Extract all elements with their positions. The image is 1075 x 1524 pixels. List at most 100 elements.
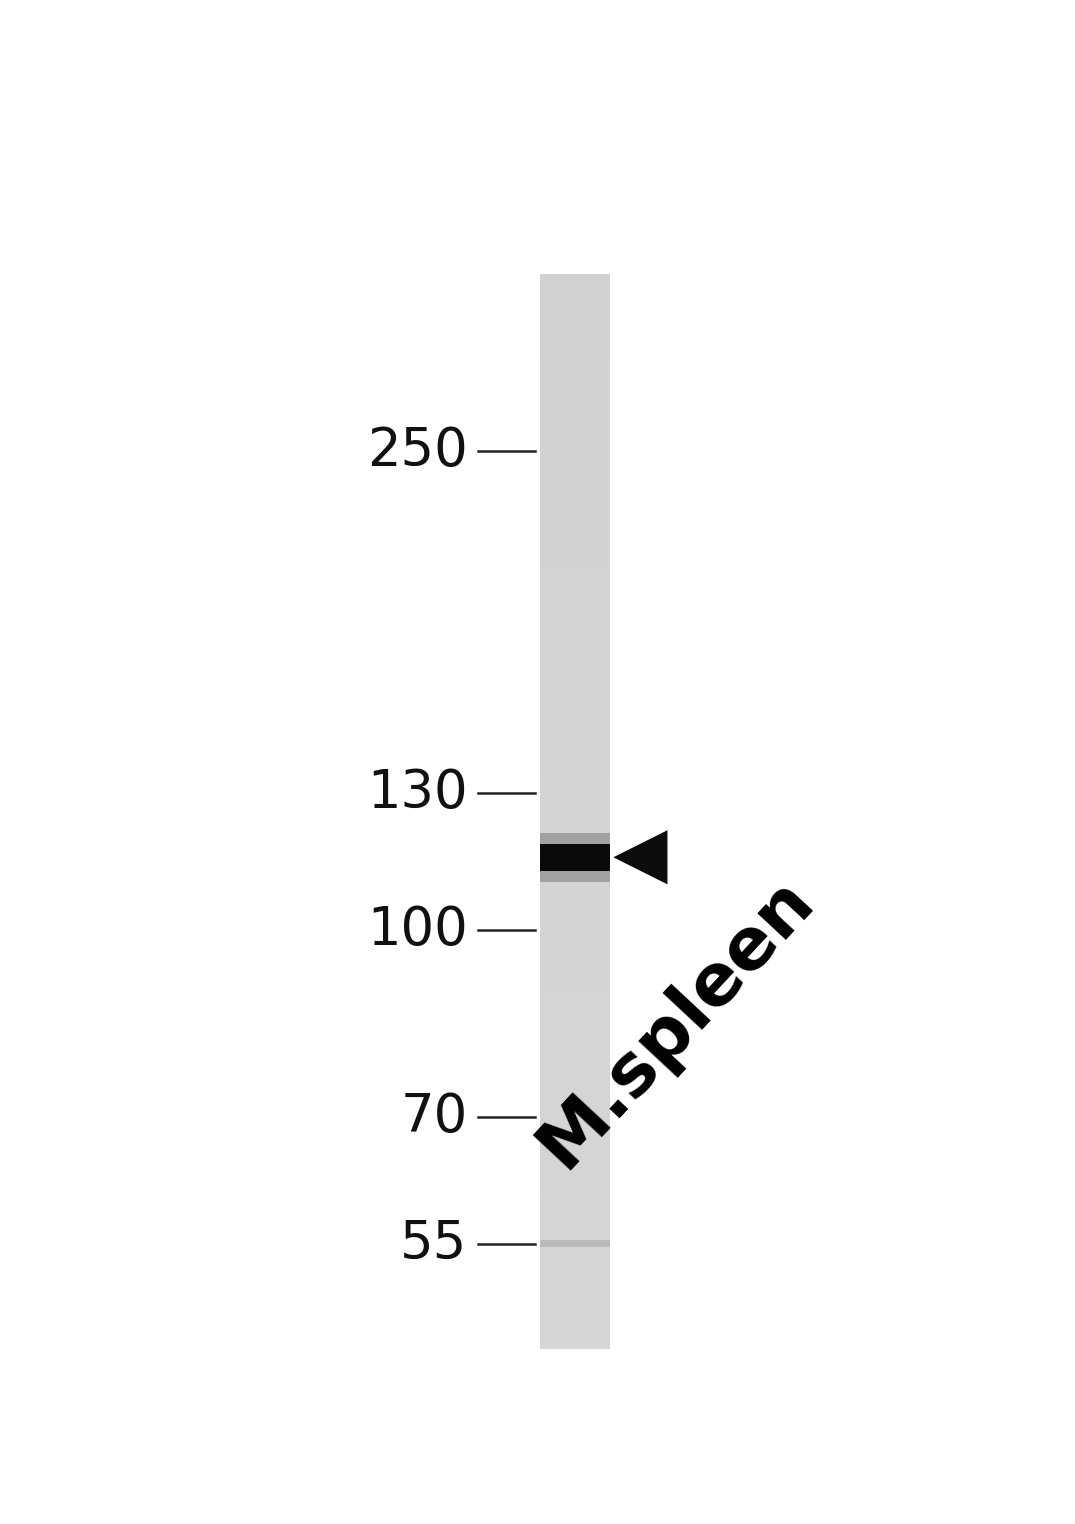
Bar [541,285,611,288]
Bar [541,296,611,299]
Bar [541,980,611,983]
Bar [541,529,611,532]
Bar [541,457,611,460]
Bar [541,1123,611,1126]
Bar [541,927,611,930]
Bar [541,640,611,643]
Bar [541,1245,611,1248]
Bar [541,418,611,421]
Bar [541,1227,611,1230]
Bar [541,773,611,776]
Bar [541,579,611,582]
Bar [541,608,611,611]
Bar [541,725,611,728]
Bar [541,322,611,325]
Bar [541,876,611,879]
Bar [541,1202,611,1205]
Bar [541,712,611,715]
Bar [541,439,611,442]
Bar [541,614,611,619]
Bar [541,479,611,482]
Bar [541,293,611,296]
Bar [541,436,611,439]
Bar [541,636,611,640]
Bar [541,959,611,962]
Bar [541,354,611,357]
Bar [541,1209,611,1213]
Bar [541,421,611,425]
Bar [541,611,611,614]
Bar [541,1309,611,1314]
Bar [541,447,611,450]
Bar [541,805,611,808]
Bar [541,983,611,988]
Bar [541,317,611,322]
Bar [541,500,611,503]
Bar [541,471,611,475]
Bar [541,783,611,786]
Bar [541,1155,611,1158]
Bar [541,829,611,834]
Bar [541,951,611,954]
Bar [541,826,611,829]
Bar [541,1152,611,1155]
Bar [541,1033,611,1038]
Bar [541,988,611,991]
Bar [541,768,611,773]
Bar [541,274,611,277]
Bar [541,514,611,518]
Bar [541,916,611,919]
Bar [541,328,611,332]
Bar [541,558,611,561]
Bar [541,1277,611,1280]
Bar [541,415,611,418]
Bar [541,1324,611,1327]
Bar [541,1109,611,1113]
Bar [541,707,611,712]
Bar [541,386,611,389]
Bar [541,1259,611,1263]
Bar [541,1263,611,1266]
Bar [541,489,611,492]
Bar [541,1170,611,1173]
Bar [541,288,611,293]
Text: M.spleen: M.spleen [525,864,827,1181]
Bar [541,539,611,543]
Bar [541,518,611,521]
Bar [541,994,611,998]
Bar [541,1192,611,1195]
Bar [541,680,611,683]
Bar [541,309,611,314]
Bar [541,1052,611,1055]
Bar [541,1126,611,1131]
Bar [541,1166,611,1170]
Bar [541,797,611,800]
Bar [541,536,611,539]
Bar [541,486,611,489]
Bar [541,482,611,486]
Bar [541,492,611,497]
Bar [541,1230,611,1234]
Bar [541,1120,611,1123]
Bar [541,1081,611,1084]
Bar [541,428,611,431]
Bar [541,887,611,890]
Bar [541,664,611,668]
Bar [541,837,611,840]
Bar [541,1094,611,1097]
Bar [541,465,611,468]
Bar [541,675,611,680]
Bar [541,898,611,901]
Bar [541,1055,611,1059]
Bar [541,704,611,707]
Bar [541,553,611,558]
Bar [541,393,611,396]
Bar [541,751,611,754]
Bar [541,690,611,693]
Bar [541,378,611,381]
Bar [541,815,611,818]
Bar [541,1181,611,1184]
Bar [541,966,611,969]
Bar [541,1346,611,1349]
Bar [541,657,611,661]
